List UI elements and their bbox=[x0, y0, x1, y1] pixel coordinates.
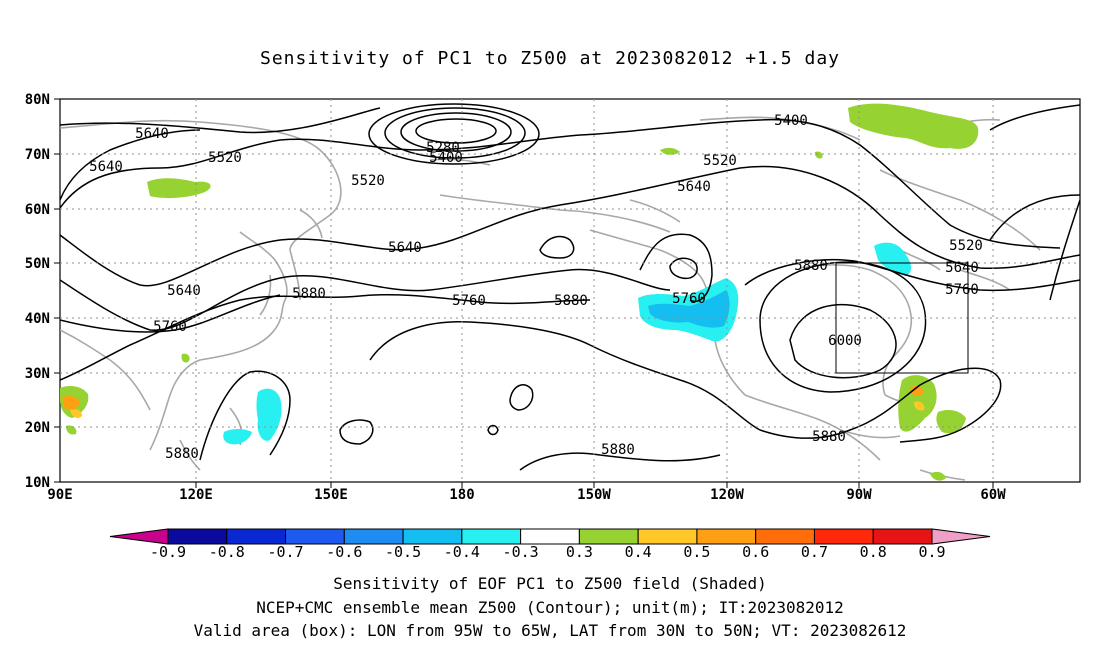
lon-label: 150E bbox=[314, 487, 348, 503]
longitude-labels: 90E 120E 150E 180 150W 120W 90W 60W bbox=[47, 487, 1006, 503]
colorbar-label: -0.6 bbox=[326, 543, 362, 560]
colorbar-swatch bbox=[637, 528, 698, 545]
contour-label: 5640 bbox=[677, 179, 711, 195]
colorbar-swatch bbox=[285, 528, 345, 545]
contour-label: 5760 bbox=[153, 319, 187, 335]
shading-high-positive bbox=[62, 385, 924, 410]
colorbar-swatch bbox=[343, 528, 404, 545]
lat-ticks bbox=[54, 98, 60, 483]
lon-label: 90W bbox=[846, 487, 872, 503]
colorbar-label: 0.6 bbox=[742, 543, 769, 560]
lat-label: 70N bbox=[25, 147, 50, 163]
lat-label: 80N bbox=[25, 92, 50, 108]
colorbar-label: -0.9 bbox=[150, 543, 186, 560]
contour-label: 5640 bbox=[945, 260, 979, 276]
colorbar-swatch bbox=[226, 528, 287, 545]
colorbar-swatch bbox=[872, 528, 933, 545]
footer-valid-area-note: Valid area (box): LON from 95W to 65W, L… bbox=[193, 621, 907, 640]
contour-label: 5520 bbox=[351, 173, 385, 189]
contour-label: 5880 bbox=[165, 446, 199, 462]
colorbar-label: 0.4 bbox=[625, 543, 652, 560]
lon-ticks bbox=[195, 482, 994, 488]
colorbar-label: -0.4 bbox=[444, 543, 480, 560]
z500-contours bbox=[60, 103, 1080, 471]
colorbar-label: -0.5 bbox=[385, 543, 421, 560]
colorbar-label: 0.7 bbox=[801, 543, 828, 560]
contour-label: 5520 bbox=[703, 153, 737, 169]
latitude-labels: 80N 70N 60N 50N 40N 30N 20N 10N bbox=[25, 92, 50, 491]
colorbar-label: -0.3 bbox=[503, 543, 539, 560]
contour-label: 5760 bbox=[452, 293, 486, 309]
lat-label: 50N bbox=[25, 256, 50, 272]
colorbar-swatch bbox=[578, 528, 639, 545]
lon-label: 90E bbox=[47, 487, 72, 503]
lat-label: 60N bbox=[25, 202, 50, 218]
contour-label: 5520 bbox=[208, 150, 242, 166]
lon-label: 150W bbox=[577, 487, 611, 503]
colorbar-swatch bbox=[167, 528, 228, 545]
lon-label: 120E bbox=[179, 487, 213, 503]
footer-contour-note: NCEP+CMC ensemble mean Z500 (Contour); u… bbox=[256, 598, 844, 617]
colorbar-label: -0.7 bbox=[267, 543, 303, 560]
contour-label: 5400 bbox=[774, 113, 808, 129]
colorbar-end-left bbox=[109, 528, 169, 545]
lat-label: 30N bbox=[25, 366, 50, 382]
lat-label: 40N bbox=[25, 311, 50, 327]
contour-label: 6000 bbox=[828, 333, 862, 349]
contour-label: 5880 bbox=[292, 286, 326, 302]
contour-label: 5880 bbox=[812, 429, 846, 445]
contour-label: 5640 bbox=[388, 240, 422, 256]
contour-labels: 5640 5520 5640 5280 5400 5400 5520 5640 … bbox=[89, 113, 983, 462]
lon-label: 180 bbox=[449, 487, 474, 503]
colorbar-label: 0.3 bbox=[566, 543, 593, 560]
shading-mid-positive bbox=[70, 401, 925, 418]
colorbar-swatch bbox=[461, 528, 522, 545]
colorbar: -0.9 -0.8 -0.7 -0.6 -0.5 -0.4 -0.3 0.3 0.4 0.5 0.6… bbox=[109, 528, 991, 560]
contour-label: 5880 bbox=[554, 293, 588, 309]
contour-label: 5280 bbox=[426, 140, 460, 156]
contour-label: 5640 bbox=[135, 126, 169, 142]
colorbar-swatch bbox=[813, 528, 874, 545]
colorbar-swatch bbox=[520, 528, 580, 545]
contour-label: 5520 bbox=[949, 238, 983, 254]
contour-label: 5760 bbox=[945, 282, 979, 298]
colorbar-swatch bbox=[402, 528, 463, 545]
lon-label: 120W bbox=[710, 487, 744, 503]
colorbar-label: 0.8 bbox=[860, 543, 887, 560]
valid-area-box bbox=[835, 262, 969, 374]
contour-label: 5400 bbox=[429, 150, 463, 166]
colorbar-label: 0.9 bbox=[918, 543, 945, 560]
contour-label: 5880 bbox=[601, 442, 635, 458]
gridlines bbox=[60, 99, 1080, 482]
lat-label: 10N bbox=[25, 475, 50, 491]
lon-label: 60W bbox=[980, 487, 1006, 503]
contour-label: 5760 bbox=[672, 291, 706, 307]
colorbar-swatch bbox=[755, 528, 815, 545]
colorbar-label: -0.8 bbox=[209, 543, 245, 560]
contour-label: 5640 bbox=[167, 283, 201, 299]
contour-label: 5640 bbox=[89, 159, 123, 175]
footer-shaded-note: Sensitivity of EOF PC1 to Z500 field (Sh… bbox=[333, 574, 767, 593]
contour-label: 5880 bbox=[794, 258, 828, 274]
colorbar-label: 0.5 bbox=[683, 543, 710, 560]
colorbar-end-right bbox=[931, 528, 991, 545]
lat-label: 20N bbox=[25, 420, 50, 436]
colorbar-swatch bbox=[696, 528, 757, 545]
map-title: Sensitivity of PC1 to Z500 at 2023082012… bbox=[259, 48, 840, 69]
map-plot: 5640 5520 5640 5280 5400 5400 5520 5640 … bbox=[25, 92, 1081, 560]
